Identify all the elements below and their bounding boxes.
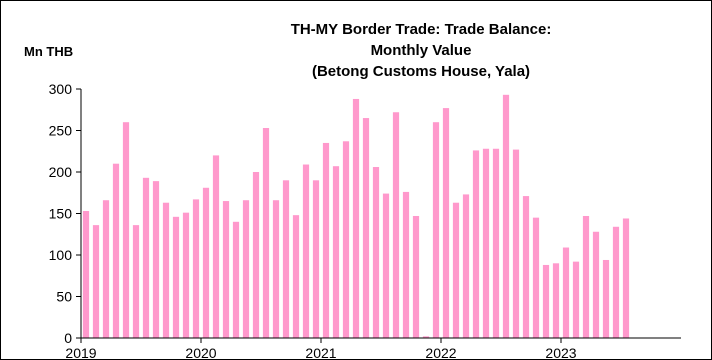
- bar-2021-06: [372, 167, 380, 338]
- bar-2022-09: [522, 196, 530, 338]
- bar-2020-05: [242, 200, 250, 338]
- bar-2021-07: [382, 193, 390, 338]
- bar-2021-01: [322, 142, 330, 338]
- bar-2022-02: [452, 202, 460, 338]
- chart-title-line-2: Monthly Value: [371, 42, 472, 59]
- bar-2022-08: [512, 149, 520, 338]
- bar-2021-12: [432, 122, 440, 338]
- bar-2019-06: [132, 225, 140, 338]
- x-tick-label: 2023: [545, 345, 576, 359]
- bar-2021-09: [402, 191, 410, 338]
- y-axis-unit-label: Mn THB: [24, 44, 73, 59]
- x-tick-label: 2022: [425, 345, 456, 359]
- bar-2019-03: [102, 200, 110, 338]
- bar-2021-10: [412, 215, 420, 338]
- x-tick-label: 2021: [305, 345, 336, 359]
- bar-2023-07: [622, 218, 630, 338]
- bar-2020-12: [312, 180, 320, 338]
- bar-2022-10: [532, 217, 540, 338]
- bar-2023-06: [612, 226, 620, 338]
- bar-2019-08: [152, 181, 160, 338]
- y-tick-label: 300: [49, 81, 73, 97]
- bar-2023-03: [582, 215, 590, 338]
- bar-2022-01: [442, 108, 450, 338]
- bar-2020-06: [252, 172, 260, 338]
- bar-2020-04: [232, 221, 240, 338]
- bar-2022-03: [462, 194, 470, 338]
- bar-2019-01: [82, 211, 90, 338]
- bar-2020-07: [262, 128, 270, 338]
- y-tick-label: 200: [49, 164, 73, 180]
- bar-2022-06: [492, 148, 500, 338]
- bar-2019-04: [112, 163, 120, 338]
- bar-2021-02: [332, 166, 340, 338]
- bar-2021-08: [392, 112, 400, 339]
- bar-2021-03: [342, 141, 350, 338]
- bar-2019-07: [142, 177, 150, 338]
- bar-2019-02: [92, 225, 100, 338]
- bar-2022-07: [502, 94, 510, 338]
- bar-2021-11: [422, 336, 430, 338]
- bar-2021-05: [362, 118, 370, 338]
- y-tick-label: 50: [56, 289, 72, 305]
- bar-2020-02: [212, 155, 220, 338]
- y-tick-label: 250: [49, 123, 73, 139]
- chart-title-line-3: (Betong Customs House, Yala): [312, 63, 530, 80]
- bar-2021-04: [352, 98, 360, 339]
- bar-2023-05: [602, 259, 610, 338]
- bar-2022-04: [472, 150, 480, 338]
- bar-2023-04: [592, 231, 600, 338]
- bar-2019-09: [162, 202, 170, 338]
- y-tick-label: 150: [49, 206, 73, 222]
- bar-2023-01: [562, 247, 570, 338]
- bar-2020-10: [292, 215, 300, 338]
- y-tick-label: 100: [49, 247, 73, 263]
- x-tick-label: 2019: [65, 345, 96, 359]
- x-tick-label: 2020: [185, 345, 216, 359]
- bar-2020-01: [202, 187, 210, 338]
- bar-2019-11: [182, 212, 190, 338]
- bar-2020-11: [302, 164, 310, 338]
- bar-2022-11: [542, 264, 550, 338]
- bar-2020-08: [272, 200, 280, 338]
- y-tick-label: 0: [64, 330, 72, 346]
- bar-2019-10: [172, 216, 180, 338]
- bar-2022-05: [482, 148, 490, 338]
- bar-2022-12: [552, 263, 560, 338]
- bar-2020-03: [222, 201, 230, 338]
- bar-2019-12: [192, 199, 200, 338]
- chart-title-line-1: TH-MY Border Trade: Trade Balance:: [291, 21, 552, 38]
- bar-2019-05: [122, 122, 130, 338]
- bar-2023-02: [572, 261, 580, 338]
- bar-2020-09: [282, 180, 290, 338]
